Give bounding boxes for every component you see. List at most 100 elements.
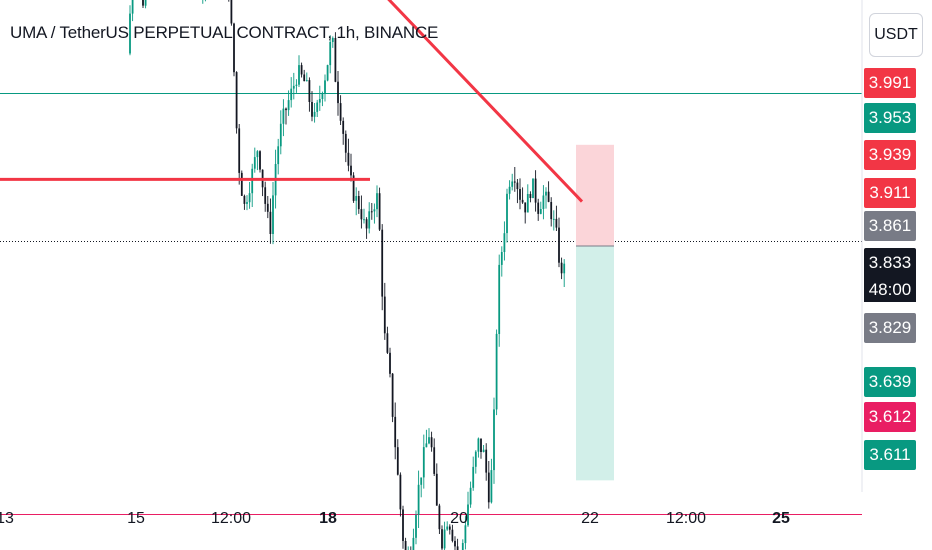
candle-body xyxy=(477,438,480,452)
candle-body xyxy=(290,88,293,101)
candle-body xyxy=(144,0,147,6)
candle-body xyxy=(243,195,246,204)
candle-body xyxy=(454,540,456,547)
candle-body xyxy=(472,466,475,488)
candle-body xyxy=(142,0,144,6)
candle-body xyxy=(259,151,261,170)
candle-body xyxy=(417,484,420,515)
price-label: 3.953 xyxy=(864,103,916,133)
candle-body xyxy=(495,333,498,410)
x-tick-label: 20 xyxy=(450,510,468,527)
candle-body xyxy=(451,529,454,541)
candle-body xyxy=(555,218,558,228)
candle-body xyxy=(381,229,384,297)
candle-body xyxy=(542,195,545,209)
candle-body xyxy=(389,352,391,374)
candle-body xyxy=(316,102,319,112)
x-tick-label: 13 xyxy=(0,510,14,527)
candle-body xyxy=(235,72,238,129)
candle-body xyxy=(355,196,358,201)
candle-body xyxy=(433,447,436,474)
candle-body xyxy=(558,227,560,263)
candle-body xyxy=(251,168,254,194)
candle-body xyxy=(321,94,324,99)
candle-body xyxy=(285,108,287,111)
price-label: 3.612 xyxy=(864,402,916,432)
countdown-label: 48:00 xyxy=(864,278,916,302)
candle-body xyxy=(292,85,295,89)
candle-body xyxy=(539,209,542,214)
candle-body xyxy=(404,541,407,550)
candle-body xyxy=(425,443,428,448)
candle-body xyxy=(256,151,259,158)
candle-body xyxy=(279,123,282,147)
candle-body xyxy=(394,416,397,448)
candle-body xyxy=(264,187,267,204)
candle-body xyxy=(311,102,313,117)
candle-body xyxy=(516,182,519,190)
candle-body xyxy=(435,473,438,506)
candle-body xyxy=(430,437,433,448)
candle-body xyxy=(415,515,417,538)
candle-body xyxy=(511,181,514,187)
price-label: 3.611 xyxy=(864,440,916,470)
candle-body xyxy=(282,108,285,124)
candle-body xyxy=(469,487,472,505)
candle-body xyxy=(308,80,311,102)
price-label: 3.861 xyxy=(864,211,916,241)
price-label: 3.991 xyxy=(864,68,916,98)
price-label: 3.639 xyxy=(864,367,916,397)
candle-body xyxy=(537,202,540,214)
candle-body xyxy=(482,449,485,452)
candle-body xyxy=(524,202,527,213)
candle-body xyxy=(461,543,464,550)
candle-body xyxy=(547,191,550,202)
candle-body xyxy=(448,526,451,530)
candle-body xyxy=(412,537,415,550)
x-tick-label: 12:00 xyxy=(665,510,707,527)
candle-body xyxy=(493,409,495,471)
target-zone xyxy=(576,245,614,481)
candle-body xyxy=(490,470,493,503)
candle-body xyxy=(131,0,134,14)
candle-body xyxy=(506,193,508,234)
candle-body xyxy=(238,128,241,173)
candle-body xyxy=(443,529,446,549)
candle-body xyxy=(326,65,329,81)
candle-body xyxy=(386,333,389,353)
price-label: 3.829 xyxy=(864,313,916,343)
candle-body xyxy=(529,194,532,198)
candle-body xyxy=(230,0,233,24)
candle-body xyxy=(508,186,511,194)
candle-body xyxy=(378,193,381,230)
candle-body xyxy=(129,13,131,54)
candle-body xyxy=(266,203,269,212)
x-tick-label: 15 xyxy=(127,510,145,527)
candle-body xyxy=(503,233,506,252)
candle-body xyxy=(428,437,430,444)
candle-body xyxy=(550,202,553,220)
price-label: 3.833 xyxy=(864,248,916,278)
candle-body xyxy=(420,477,423,485)
candle-body xyxy=(446,526,449,530)
candle-body xyxy=(318,99,321,103)
candle-body xyxy=(298,65,300,85)
candle-body xyxy=(438,505,441,530)
candle-body xyxy=(402,509,404,541)
candle-body xyxy=(246,202,248,204)
candle-body xyxy=(563,263,566,274)
candle-body xyxy=(334,38,337,82)
candle-body xyxy=(376,193,378,210)
candle-body xyxy=(456,546,459,550)
currency-button[interactable]: USDT xyxy=(869,13,923,57)
candle-body xyxy=(300,65,303,75)
candle-body xyxy=(342,120,345,134)
candle-body xyxy=(545,191,547,196)
candle-body xyxy=(399,474,402,510)
candle-body xyxy=(519,189,521,200)
candle-body xyxy=(498,264,501,334)
candle-body xyxy=(324,80,326,94)
candle-body xyxy=(344,133,347,153)
candle-body xyxy=(487,472,490,503)
